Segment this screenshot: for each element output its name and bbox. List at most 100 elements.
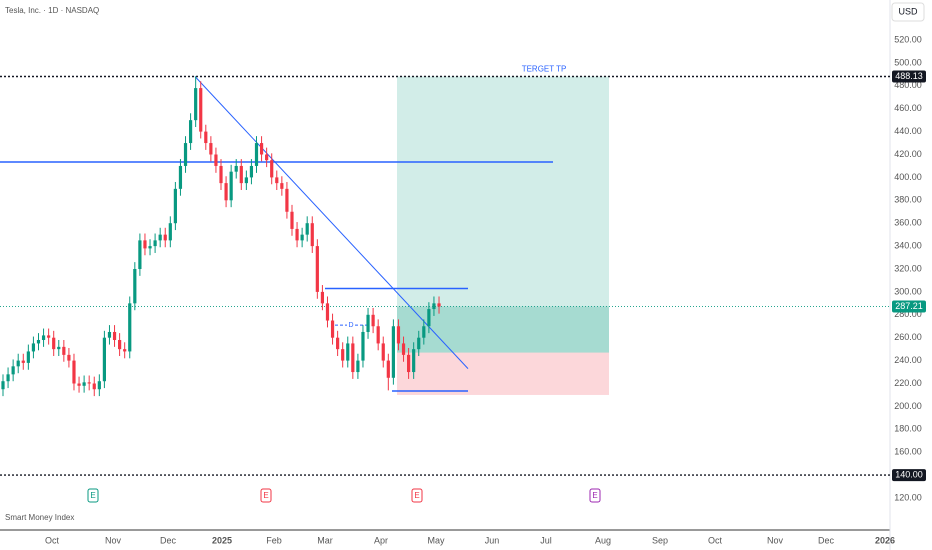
y-tick-label: 360.00: [894, 218, 922, 228]
candle-body: [376, 326, 380, 344]
earnings-label: E: [263, 491, 268, 500]
candle-body: [107, 331, 112, 338]
candle-body: [386, 360, 390, 378]
candle-body: [290, 211, 294, 229]
candle-body: [214, 154, 218, 166]
y-tick-label: 520.00: [894, 34, 922, 44]
candle-body: [285, 188, 289, 212]
y-tick-label: 200.00: [894, 401, 922, 411]
candle-body: [163, 234, 167, 241]
y-tick-label: 240.00: [894, 355, 922, 365]
candle-body: [432, 303, 436, 310]
y-tick-label: 300.00: [894, 286, 922, 296]
price-label: 488.13: [895, 71, 923, 81]
trendline: [194, 76, 469, 369]
candle-body: [315, 246, 319, 292]
candle-body: [153, 240, 157, 247]
candle-body: [265, 154, 269, 161]
y-tick-label: 220.00: [894, 378, 922, 388]
earnings-label: E: [592, 491, 597, 500]
candle-body: [401, 343, 406, 355]
candle-body: [341, 349, 345, 361]
candle-body: [351, 343, 355, 373]
candle-body: [11, 366, 15, 375]
candle-body: [178, 165, 183, 189]
price-label: 140.00: [895, 469, 923, 479]
candle-body: [366, 314, 370, 332]
candle-body: [224, 183, 228, 201]
currency-box[interactable]: [891, 2, 925, 22]
target-label: TERGET TP: [522, 65, 567, 74]
candle-body: [47, 335, 51, 338]
y-tick-label: 180.00: [894, 424, 922, 434]
chart-title: Tesla, Inc. · 1D · NASDAQ: [5, 6, 99, 15]
candle-body: [280, 183, 284, 189]
indicator-name: Smart Money Index: [5, 513, 74, 522]
earnings-marker[interactable]: [589, 488, 601, 503]
y-tick-label: 400.00: [894, 172, 922, 182]
candle-body: [295, 228, 299, 241]
x-tick-label: Dec: [160, 535, 177, 545]
candle-body: [209, 143, 213, 155]
x-tick-label: Mar: [317, 535, 333, 545]
candle-body: [72, 360, 76, 384]
candle-body: [138, 240, 142, 269]
x-tick-label: Jul: [540, 535, 552, 545]
candle-body: [204, 131, 208, 144]
candle-body: [168, 223, 172, 241]
x-tick-label: Nov: [105, 535, 122, 545]
candle-body: [356, 360, 360, 373]
candle-body: [407, 354, 411, 373]
candle-body: [133, 269, 137, 304]
candle-body: [128, 303, 132, 352]
x-tick-label: Oct: [45, 535, 60, 545]
earnings-marker[interactable]: [260, 488, 272, 503]
candle-body: [41, 335, 46, 340]
candle-body: [67, 354, 71, 361]
candle-body: [270, 160, 274, 178]
candle-body: [97, 381, 101, 390]
candle-body: [336, 337, 340, 350]
stop-zone: [397, 352, 609, 395]
candle-body: [188, 120, 193, 144]
earnings-marker[interactable]: [87, 488, 99, 503]
y-tick-label: 420.00: [894, 149, 922, 159]
currency[interactable]: USD: [898, 6, 918, 16]
candle-body: [16, 360, 20, 367]
y-tick-label: 460.00: [894, 103, 922, 113]
candle-body: [275, 177, 279, 184]
candle-body: [412, 349, 416, 373]
candle-body: [26, 351, 30, 363]
candle-body: [6, 374, 10, 382]
y-tick-label: 120.00: [894, 492, 922, 502]
candle-body: [173, 188, 177, 224]
candle-body: [254, 143, 259, 166]
marker-label: D: [348, 322, 353, 329]
y-tick-label: 440.00: [894, 126, 922, 136]
x-tick-label: 2025: [212, 535, 232, 545]
candle-body: [62, 346, 66, 355]
candle-body: [300, 234, 304, 241]
candle-body: [244, 177, 248, 184]
candle-body: [229, 171, 233, 201]
candle-body: [112, 331, 117, 340]
price-label-bg: [892, 300, 926, 313]
candle-body: [391, 326, 395, 378]
candle-body: [219, 165, 223, 184]
x-tick-label: Jun: [485, 535, 500, 545]
x-tick-label: Sep: [652, 535, 668, 545]
candle-body: [259, 143, 264, 155]
candle-body: [143, 240, 147, 249]
candle-body: [417, 337, 421, 350]
price-label-bg: [892, 70, 926, 83]
candle-body: [57, 346, 61, 350]
x-tick-label: Apr: [374, 535, 388, 545]
candle-body: [148, 246, 152, 249]
y-tick-label: 340.00: [894, 240, 922, 250]
x-tick-label: May: [427, 535, 445, 545]
candle-body: [123, 349, 127, 352]
earnings-marker[interactable]: [411, 488, 423, 503]
candle-body: [249, 165, 254, 178]
candle-body: [381, 343, 385, 361]
